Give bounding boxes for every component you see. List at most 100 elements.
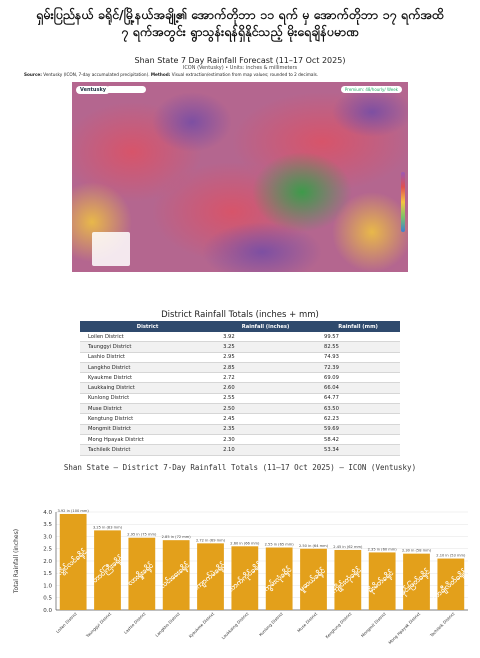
- table-row: Loilen District 3.92 99.57: [80, 332, 400, 343]
- mm-cell: 53.34: [316, 444, 400, 456]
- x-tick-label: Tachileik District: [428, 611, 456, 639]
- inches-cell: 2.50: [215, 403, 317, 415]
- mm-cell: 64.77: [316, 393, 400, 405]
- calendar-widget[interactable]: [92, 232, 130, 266]
- rainfall-heatmap: [72, 82, 408, 272]
- bar: [437, 558, 465, 610]
- mm-cell: 99.57: [316, 332, 400, 343]
- inches-cell: 2.45: [215, 413, 317, 425]
- inches-cell: 3.92: [215, 332, 317, 343]
- mm-cell: 82.55: [316, 341, 400, 353]
- rainfall-table: District Rainfall (inches) Rainfall (mm)…: [80, 321, 400, 456]
- y-tick-label: 3.0: [43, 534, 52, 540]
- table-header-mm: Rainfall (mm): [316, 321, 400, 332]
- district-cell: Loilen District: [80, 332, 216, 343]
- bar: [334, 549, 362, 610]
- data-label: 2.55 in (65 mm): [265, 543, 295, 547]
- data-label: 2.30 in (58 mm): [402, 549, 432, 553]
- inches-cell: 2.30: [215, 434, 317, 446]
- table-row: Lashio District 2.95 74.93: [80, 352, 400, 363]
- mm-cell: 62.23: [316, 413, 400, 425]
- data-label: 2.10 in (53 mm): [436, 554, 466, 558]
- table-row: Mongmit District 2.35 59.69: [80, 424, 400, 435]
- district-cell: Taunggyi District: [80, 341, 216, 353]
- source-note: Source: Ventusky (ICON, 7-day accumulate…: [24, 72, 464, 77]
- data-label: 2.85 in (72 mm): [162, 535, 192, 539]
- table-row: Tachileik District 2.10 53.34: [80, 444, 400, 456]
- data-label: 3.92 in (100 mm): [57, 509, 89, 513]
- inches-cell: 2.10: [215, 444, 317, 456]
- mm-cell: 58.42: [316, 434, 400, 446]
- search-icon[interactable]: [106, 86, 146, 93]
- district-cell: Mongmit District: [80, 424, 216, 435]
- method-label: Method:: [150, 72, 171, 77]
- bar: [59, 513, 87, 610]
- y-tick-label: 1.5: [43, 571, 52, 577]
- mm-cell: 59.69: [316, 424, 400, 435]
- bar: [231, 546, 259, 610]
- inches-cell: 3.25: [215, 341, 317, 353]
- district-cell: Laukkaing District: [80, 382, 216, 394]
- headline-line1: ရှမ်းပြည်နယ် ခရိုင်/မြို့နယ်အချို့၏ အောက…: [36, 7, 444, 22]
- headline: ရှမ်းပြည်နယ် ခရိုင်/မြို့နယ်အချို့၏ အောက…: [0, 6, 480, 40]
- bar: [197, 543, 224, 610]
- table-row: Kunlong District 2.55 64.77: [80, 393, 400, 405]
- y-tick-label: 3.5: [43, 522, 52, 528]
- data-label: 2.95 in (75 mm): [127, 533, 157, 537]
- table-header-inches: Rainfall (inches): [215, 321, 317, 332]
- y-tick-label: 2.5: [43, 547, 52, 553]
- x-tick-label: Langkho District: [154, 611, 181, 638]
- x-tick-label: Kunlong District: [258, 611, 284, 637]
- table-row: Muse District 2.50 63.50: [80, 403, 400, 415]
- x-tick-label: Kengtung District: [324, 611, 352, 639]
- rainfall-map[interactable]: Ventusky Premium: 48/hourly/ Week: [72, 82, 408, 272]
- inches-cell: 2.85: [215, 362, 317, 374]
- map-subtitle: ICON (Ventusky) • Units: inches & millim…: [182, 65, 298, 71]
- bar: [368, 552, 396, 610]
- bar: [300, 548, 327, 610]
- data-label: 2.45 in (62 mm): [333, 545, 363, 549]
- district-cell: Tachileik District: [80, 444, 216, 456]
- source-label: Source:: [24, 72, 42, 77]
- table-header-district: District: [80, 321, 216, 332]
- premium-badge[interactable]: Premium: 48/hourly/ Week: [340, 86, 402, 93]
- x-tick-label: Mongmit District: [360, 611, 387, 638]
- source-text: Ventusky (ICON, 7-day accumulated precip…: [43, 72, 150, 77]
- table-caption: Shan State — District 7-Day Rainfall Tot…: [63, 463, 417, 472]
- x-tick-label: Loilen District: [55, 611, 78, 634]
- ventusky-logo-icon[interactable]: Ventusky: [76, 86, 111, 94]
- bar: [94, 530, 121, 610]
- x-tick-label: Muse District: [296, 611, 318, 633]
- data-label: 3.25 in (83 mm): [93, 525, 123, 529]
- y-tick-label: 1.0: [43, 583, 52, 589]
- district-cell: Kyaukme District: [80, 372, 216, 384]
- table-row: Langkho District 2.85 72.39: [80, 362, 400, 374]
- headline-line2: ၇ ရက်အတွင်း ရွာသွန်းရန်ရှိနိုင်သည့် မိုး…: [121, 24, 359, 39]
- district-cell: Langkho District: [80, 362, 216, 374]
- bar: [265, 547, 293, 610]
- data-label: 2.35 in (60 mm): [368, 547, 398, 551]
- map-title: Shan State 7 Day Rainfall Forecast (11–1…: [134, 56, 346, 65]
- mm-cell: 74.93: [316, 352, 400, 363]
- y-tick-label: 0.0: [43, 608, 52, 614]
- table-row: Kyaukme District 2.72 69.09: [80, 372, 400, 384]
- y-axis-label: Total Rainfall (inches): [13, 529, 20, 594]
- mm-cell: 69.09: [316, 372, 400, 384]
- table-row: Taunggyi District 3.25 82.55: [80, 341, 400, 353]
- data-label: 2.60 in (66 mm): [230, 541, 260, 545]
- x-tick-label: Taunggyi District: [84, 611, 112, 639]
- method-text: Visual extraction/estimation from map va…: [171, 72, 319, 77]
- color-legend: [401, 172, 405, 232]
- x-tick-label: Kyaukme District: [188, 611, 216, 639]
- table-row: Mong Hpayak District 2.30 58.42: [80, 434, 400, 446]
- district-cell: Lashio District: [80, 352, 216, 363]
- table-title: District Rainfall Totals (inches + mm): [161, 310, 319, 320]
- x-tick-label: Laukkaing District: [221, 611, 250, 640]
- y-tick-label: 4.0: [43, 510, 52, 516]
- district-cell: Muse District: [80, 403, 216, 415]
- bar: [403, 553, 430, 610]
- table-header-row: District Rainfall (inches) Rainfall (mm): [80, 321, 400, 332]
- data-label: 2.72 in (69 mm): [196, 538, 226, 542]
- inches-cell: 2.95: [215, 352, 317, 363]
- inches-cell: 2.60: [215, 382, 317, 394]
